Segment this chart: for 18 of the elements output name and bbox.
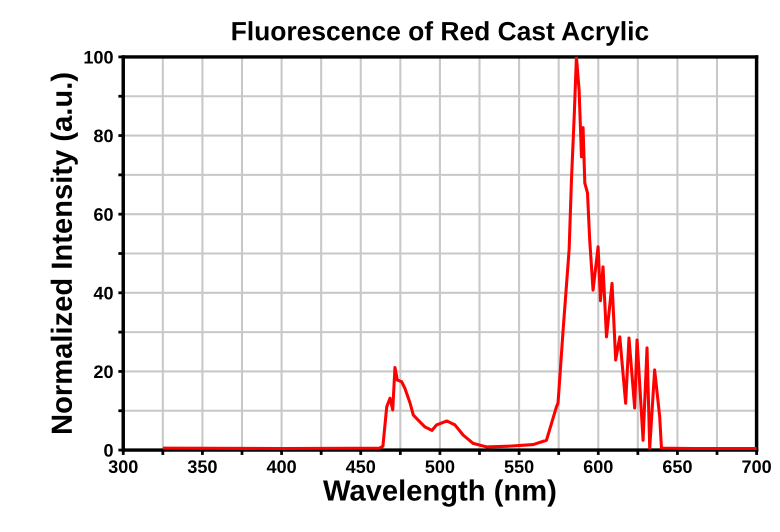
y-tick-label: 20 [94,365,113,378]
x-tick-label: 400 [266,460,296,474]
x-tick-label: 450 [346,460,376,474]
chart-title: Fluorescence of Red Cast Acrylic [232,21,648,46]
x-tick-label: 650 [663,460,692,474]
y-tick-label: 80 [94,129,113,142]
x-tick-label: 550 [504,460,534,474]
x-tick-label: 300 [108,460,138,474]
y-tick-label: 100 [84,50,113,64]
y-axis-title: Normalized Intensity (a.u.) [50,73,78,434]
x-tick-label: 600 [584,460,613,474]
x-tick-label: 500 [425,460,454,474]
x-axis-title: Wavelength (nm) [323,479,556,507]
y-tick-label: 0 [104,444,113,457]
y-tick-label: 40 [94,286,113,300]
x-tick-label: 350 [188,460,217,474]
y-tick-label: 60 [94,208,113,221]
x-tick-label: 700 [742,460,771,474]
